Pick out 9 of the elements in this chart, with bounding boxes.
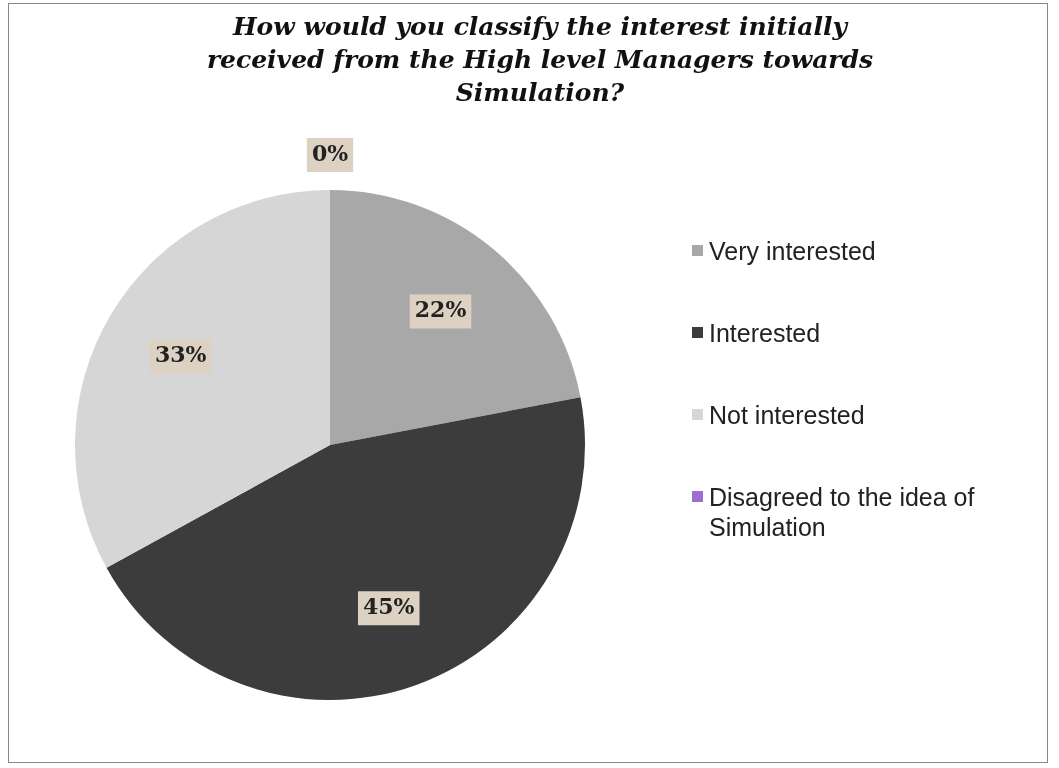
data-label: 33%: [154, 341, 207, 368]
legend-label: Interested: [709, 318, 821, 348]
data-label: 22%: [414, 296, 467, 323]
text: 0%: [311, 139, 349, 166]
legend-label: Disagreed to the idea of Simulation: [709, 482, 976, 542]
legend-label: Very interested: [709, 236, 876, 266]
data-label: 45%: [362, 592, 415, 619]
legend-label: Not interested: [709, 400, 865, 430]
chart-title: How would you classify the interest initially received from the High level Managers towards Simulation?: [205, 11, 875, 109]
